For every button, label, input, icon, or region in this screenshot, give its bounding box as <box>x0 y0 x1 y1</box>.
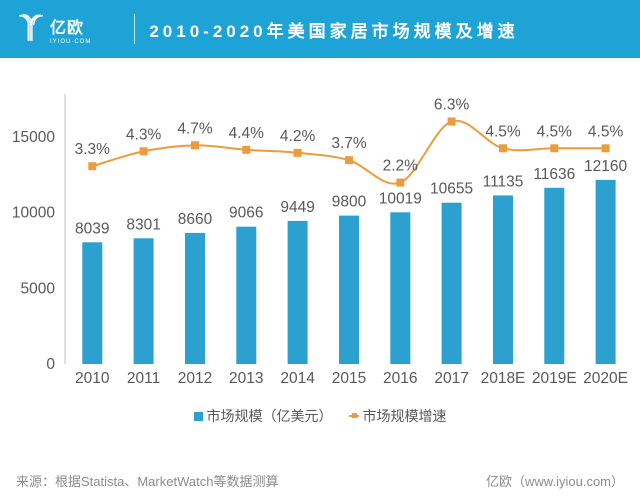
svg-text:4.7%: 4.7% <box>177 120 213 137</box>
svg-text:11636: 11636 <box>533 166 575 183</box>
svg-text:9449: 9449 <box>280 199 314 216</box>
svg-text:2018E: 2018E <box>481 370 526 387</box>
svg-text:3.3%: 3.3% <box>75 141 111 158</box>
svg-text:4.3%: 4.3% <box>126 126 162 143</box>
svg-text:9800: 9800 <box>332 194 367 211</box>
svg-text:2011: 2011 <box>127 370 160 387</box>
svg-text:4.2%: 4.2% <box>280 128 316 145</box>
svg-text:2020E: 2020E <box>583 370 628 387</box>
svg-text:12160: 12160 <box>584 158 627 175</box>
svg-text:2019E: 2019E <box>532 370 577 387</box>
svg-text:2017: 2017 <box>434 370 468 387</box>
svg-text:5000: 5000 <box>21 280 56 297</box>
svg-text:2012: 2012 <box>178 370 212 387</box>
svg-text:2016: 2016 <box>383 370 417 387</box>
svg-text:8039: 8039 <box>75 220 109 237</box>
svg-text:8301: 8301 <box>126 216 160 233</box>
svg-text:0: 0 <box>46 356 55 373</box>
svg-text:4.4%: 4.4% <box>229 125 265 142</box>
svg-text:9066: 9066 <box>229 205 263 222</box>
svg-text:2015: 2015 <box>332 370 366 387</box>
svg-text:10655: 10655 <box>430 181 473 198</box>
svg-text:8660: 8660 <box>178 211 213 228</box>
svg-text:10019: 10019 <box>379 190 422 207</box>
svg-text:3.7%: 3.7% <box>331 135 367 152</box>
svg-text:2013: 2013 <box>229 370 263 387</box>
svg-text:4.5%: 4.5% <box>485 123 521 140</box>
svg-text:4.5%: 4.5% <box>537 123 573 140</box>
svg-text:2010: 2010 <box>75 370 110 387</box>
svg-text:2014: 2014 <box>280 370 315 387</box>
svg-text:10000: 10000 <box>12 205 55 222</box>
svg-text:4.5%: 4.5% <box>588 123 624 140</box>
svg-text:2.2%: 2.2% <box>383 158 419 175</box>
svg-text:15000: 15000 <box>12 129 55 146</box>
svg-text:11135: 11135 <box>483 173 524 190</box>
svg-text:6.3%: 6.3% <box>434 97 470 114</box>
